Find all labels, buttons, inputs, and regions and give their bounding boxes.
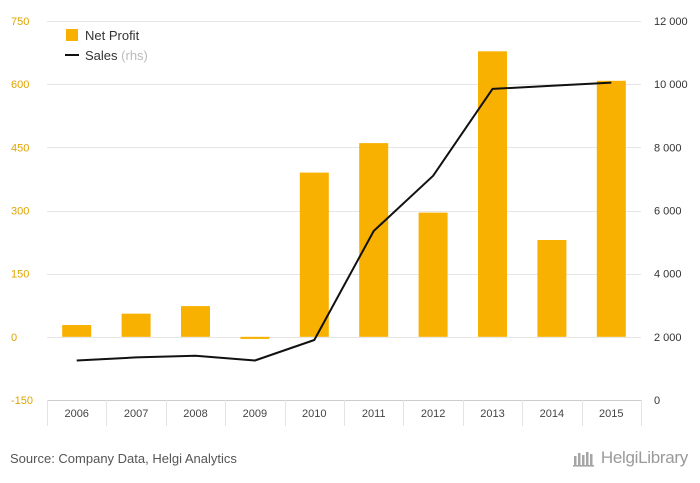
x-tick-label: 2009 bbox=[243, 408, 267, 420]
net-profit-bar bbox=[240, 336, 270, 339]
right-tick-label: 12 000 bbox=[654, 16, 688, 28]
net-profit-bars bbox=[62, 51, 626, 339]
grid-lines bbox=[47, 21, 641, 401]
brand-logo[interactable]: HelgiLibrary bbox=[572, 448, 688, 468]
net-profit-bar bbox=[121, 313, 151, 337]
legend: Net Profit Sales (rhs) bbox=[65, 28, 148, 63]
x-axis: 2006 2007 2008 2009 2010 2011 2012 2013 2014 2015 bbox=[47, 400, 642, 426]
x-tick-label: 2013 bbox=[480, 408, 504, 420]
brand-name: HelgiLibrary bbox=[600, 448, 688, 467]
right-tick-label: 6 000 bbox=[654, 206, 682, 218]
net-profit-bar bbox=[359, 143, 389, 337]
chart-svg: 750 600 450 300 150 0 -150 12 000 10 000 8 000 6 … bbox=[11, 16, 688, 426]
x-tick-label: 2006 bbox=[64, 408, 88, 420]
x-tick-label: 2010 bbox=[302, 408, 326, 420]
right-tick-label: 0 bbox=[654, 395, 660, 407]
right-tick-label: 8 000 bbox=[654, 142, 682, 154]
left-tick-label: 450 bbox=[11, 142, 29, 154]
left-tick-label: 150 bbox=[11, 269, 29, 281]
x-tick-label: 2007 bbox=[124, 408, 148, 420]
right-tick-label: 4 000 bbox=[654, 269, 682, 281]
legend-swatch-net-profit bbox=[66, 29, 78, 41]
x-tick-label: 2008 bbox=[183, 408, 207, 420]
net-profit-bar bbox=[537, 239, 567, 337]
left-tick-label: 300 bbox=[11, 206, 29, 218]
right-tick-label: 2 000 bbox=[654, 332, 682, 344]
net-profit-bar bbox=[596, 80, 626, 337]
left-axis-ticks: 750 600 450 300 150 0 -150 bbox=[11, 16, 33, 407]
left-tick-label: -150 bbox=[11, 395, 33, 407]
source-note: Source: Company Data, Helgi Analytics bbox=[10, 451, 237, 466]
sales-line-path bbox=[76, 81, 612, 362]
net-profit-bar bbox=[299, 172, 329, 337]
net-profit-bar bbox=[418, 212, 448, 337]
net-profit-bar bbox=[181, 306, 210, 337]
left-tick-label: 600 bbox=[11, 79, 29, 91]
legend-label-sales: Sales (rhs) bbox=[85, 48, 148, 63]
legend-label-net-profit: Net Profit bbox=[85, 28, 140, 43]
net-profit-bar bbox=[62, 325, 92, 337]
sales-line bbox=[76, 81, 612, 362]
x-tick-label: 2011 bbox=[362, 408, 386, 420]
left-tick-label: 750 bbox=[11, 16, 29, 28]
x-tick-label: 2012 bbox=[421, 408, 445, 420]
library-icon bbox=[572, 452, 594, 467]
x-tick-label: 2015 bbox=[599, 408, 623, 420]
legend-label-sales-rhs: (rhs) bbox=[121, 48, 148, 63]
right-tick-label: 10 000 bbox=[654, 79, 688, 91]
right-axis-ticks: 12 000 10 000 8 000 6 000 4 000 2 000 0 bbox=[654, 16, 688, 407]
net-profit-bar bbox=[478, 51, 507, 337]
left-tick-label: 0 bbox=[11, 332, 17, 344]
x-tick-label: 2014 bbox=[540, 408, 564, 420]
legend-label-sales-name: Sales bbox=[85, 48, 118, 63]
